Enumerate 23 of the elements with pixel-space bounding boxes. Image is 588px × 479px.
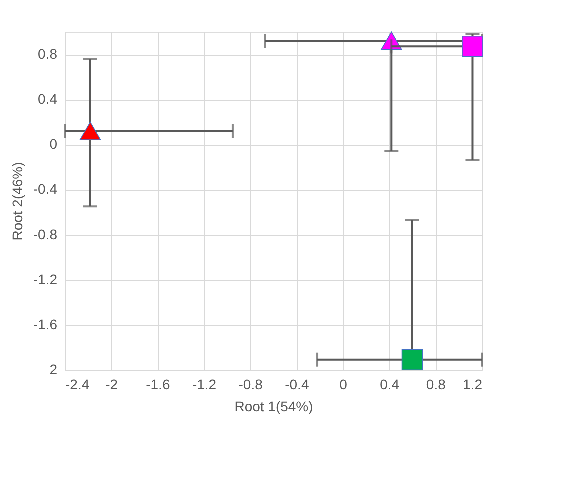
point	[462, 36, 484, 58]
x-tick-label: 0.4	[380, 376, 400, 392]
x-tick-label: 1.2	[463, 376, 483, 392]
y-tick-label: -1.6	[33, 316, 58, 332]
y-axis-title: Root 2(46%)	[9, 162, 26, 241]
x-axis-title: Root 1(54%)	[234, 398, 314, 414]
x-tick-label: -1.6	[146, 376, 170, 392]
x-tick-label: -2.4	[66, 376, 90, 392]
x-tick-label: -2	[106, 376, 118, 392]
x-tick-label: 0.8	[426, 376, 446, 392]
y-tick-label: 2	[50, 362, 58, 378]
y-tick-label: -1.2	[33, 271, 58, 288]
x-tick-label: -0.8	[238, 376, 264, 392]
point	[80, 122, 102, 140]
y-tick-label: -0.4	[33, 181, 58, 198]
y-tick-label: 0	[50, 136, 58, 152]
point	[402, 349, 424, 371]
x-tick-label: -1.2	[192, 376, 217, 392]
y-tick-label: 0.8	[38, 46, 58, 62]
y-tick-label: 0.4	[38, 91, 58, 108]
x-tick-label: 0	[340, 376, 348, 392]
x-tick-label: -0.4	[285, 376, 310, 392]
y-tick-label: -0.8	[33, 226, 58, 242]
